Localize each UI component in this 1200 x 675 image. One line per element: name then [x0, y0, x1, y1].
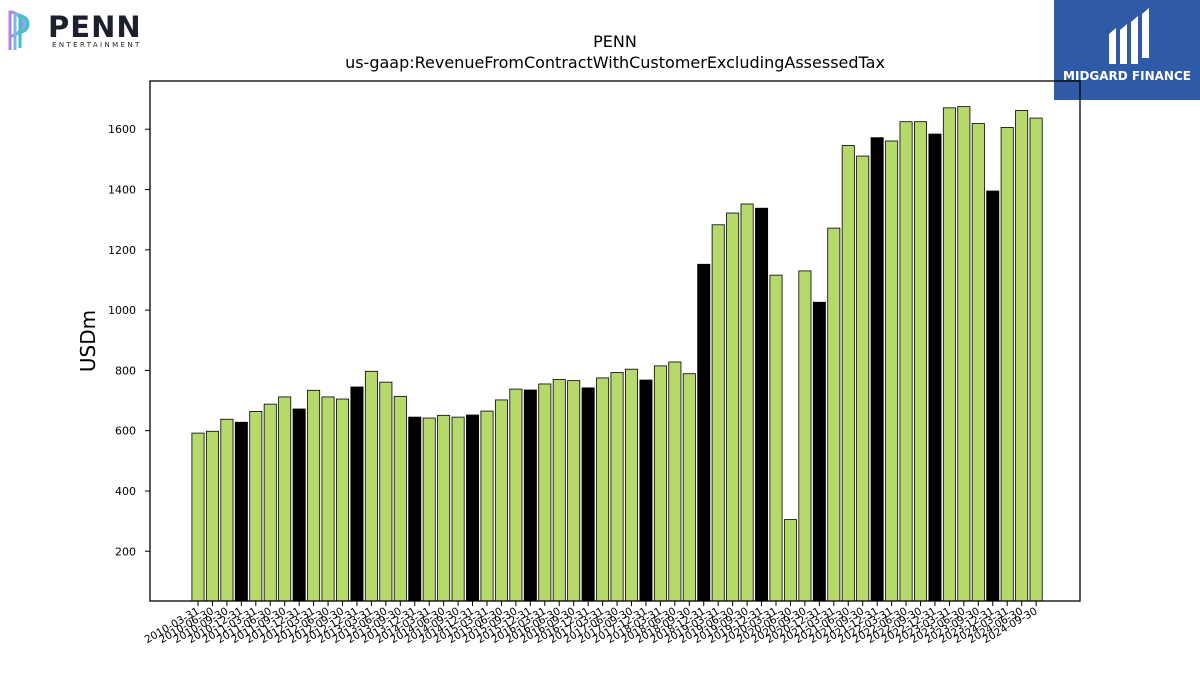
midgard-finance-logo: MIDGARD FINANCE: [1054, 0, 1200, 100]
bar-2022-09-30: [914, 121, 928, 602]
chart-subtitle: us-gaap:RevenueFromContractWithCustomerE…: [345, 53, 885, 72]
bar-2020-12-31: [812, 301, 826, 602]
bar-2024-03-31: [1000, 127, 1014, 602]
plot-frame: [149, 80, 1081, 602]
bar-2024-06-30: [1015, 110, 1029, 602]
penn-logo-text: PENN: [48, 10, 142, 44]
bar-2020-06-30: [783, 519, 797, 602]
bar-2016-06-30: [552, 379, 566, 602]
bar-2011-09-30: [278, 396, 292, 602]
bar-2015-06-30: [494, 399, 508, 602]
bar-2016-03-31: [538, 383, 552, 602]
y-axis-label: USDm: [76, 310, 100, 372]
bar-2017-12-31: [639, 379, 653, 602]
bar-2013-06-30: [379, 381, 393, 602]
bar-2021-03-31: [827, 227, 841, 602]
y-tick-label: 1200: [108, 244, 136, 257]
bar-2017-09-30: [625, 368, 639, 602]
bar-2023-12-31: [986, 190, 1000, 602]
bar-2023-03-31: [942, 107, 956, 602]
bar-2019-06-30: [726, 212, 740, 602]
bar-2011-06-30: [263, 403, 277, 602]
bar-2016-12-31: [581, 387, 595, 602]
bar-2017-03-31: [596, 377, 610, 602]
bar-2022-12-31: [928, 133, 942, 602]
bar-2023-09-30: [971, 123, 985, 602]
bar-2019-03-31: [711, 224, 725, 602]
bar-2013-03-31: [364, 370, 378, 602]
chart-title: PENN: [593, 32, 637, 51]
bar-2014-03-31: [422, 417, 436, 602]
bar-2014-06-30: [437, 414, 451, 602]
bar-2022-03-31: [885, 140, 899, 602]
bar-2015-09-30: [509, 388, 523, 602]
bar-2018-09-30: [682, 373, 696, 602]
bar-2014-09-30: [451, 416, 465, 602]
y-tick-label: 600: [115, 425, 136, 438]
x-axis: 2010-03-312010-06-302010-09-302010-12-31…: [143, 601, 1040, 646]
penn-entertainment-logo: PENN ENTERTAINMENT: [4, 4, 154, 54]
bar-2013-12-31: [408, 416, 422, 602]
bar-2017-06-30: [610, 372, 624, 602]
y-tick-label: 1600: [108, 123, 136, 136]
bar-2018-12-31: [697, 263, 711, 602]
bar-2016-09-30: [567, 380, 581, 602]
bar-2019-12-31: [755, 207, 769, 602]
penn-logo-subtext: ENTERTAINMENT: [52, 41, 142, 49]
bar-2011-03-31: [249, 410, 263, 602]
bar-2011-12-31: [292, 408, 306, 602]
bar-2020-03-31: [769, 274, 783, 602]
y-tick-label: 1400: [108, 184, 136, 197]
midgard-logo-mark-icon: [1109, 8, 1149, 64]
bar-2010-06-30: [205, 430, 219, 602]
bar-2013-09-30: [393, 395, 407, 602]
bar-2012-03-31: [307, 389, 321, 602]
bar-2021-09-30: [856, 155, 870, 602]
bar-2018-06-30: [668, 361, 682, 602]
y-tick-label: 800: [115, 364, 136, 377]
y-tick-label: 200: [115, 545, 136, 558]
y-tick-label: 400: [115, 485, 136, 498]
bar-2012-06-30: [321, 396, 335, 602]
y-axis: 200 400 600 800 1000 1200 1400 1600: [108, 123, 150, 558]
bar-2021-06-30: [841, 145, 855, 602]
bar-2010-12-31: [234, 421, 248, 602]
midgard-logo-text: MIDGARD FINANCE: [1063, 69, 1191, 83]
bar-2022-06-30: [899, 121, 913, 602]
bar-2019-09-30: [740, 203, 754, 602]
bar-2021-12-31: [870, 137, 884, 602]
bar-2010-03-31: [191, 432, 205, 602]
bar-2015-03-31: [480, 410, 494, 602]
bar-2024-09-30: [1029, 117, 1043, 602]
bar-2023-06-30: [957, 106, 971, 602]
bar-2010-09-30: [220, 418, 234, 602]
bar-2020-09-30: [798, 270, 812, 602]
bar-2012-12-31: [350, 386, 364, 602]
bar-2018-03-31: [653, 365, 667, 602]
bars-group: [191, 106, 1043, 602]
bar-2012-09-30: [335, 398, 349, 602]
bar-2014-12-31: [466, 414, 480, 602]
penn-logo-mark-icon: [8, 10, 30, 50]
bar-2015-12-31: [523, 389, 537, 602]
y-tick-label: 1000: [108, 304, 136, 317]
